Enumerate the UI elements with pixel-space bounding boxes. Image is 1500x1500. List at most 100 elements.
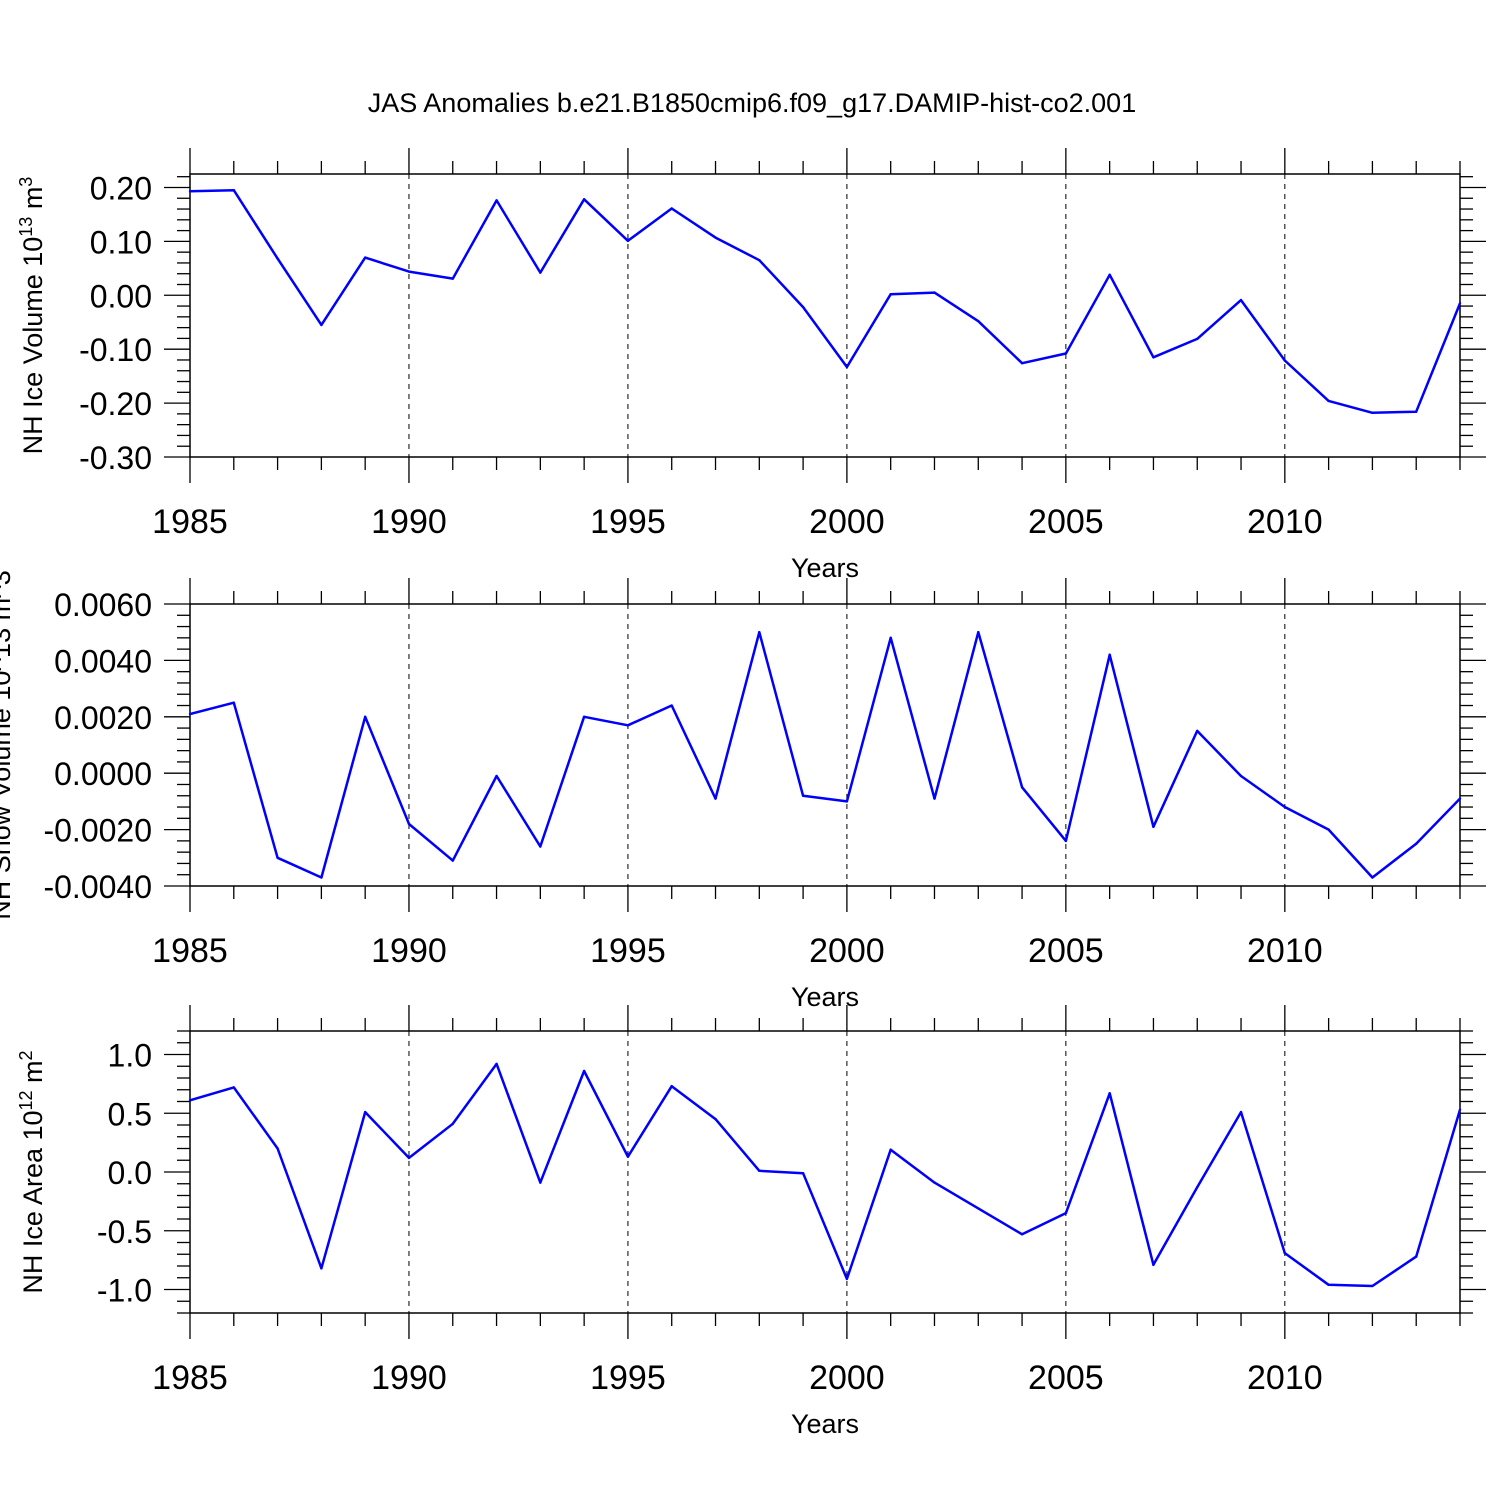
x-axis-label: Years xyxy=(791,982,859,1012)
data-point xyxy=(1371,411,1374,414)
data-point xyxy=(977,1207,980,1210)
y-tick-label: -1.0 xyxy=(97,1273,152,1309)
y-label-unit: m xyxy=(18,1060,48,1090)
data-point xyxy=(539,271,542,274)
data-point xyxy=(1239,1110,1243,1114)
data-point xyxy=(714,236,717,239)
y-label-exp: 2 xyxy=(16,1050,36,1060)
y-tick-label: 0.0000 xyxy=(54,756,152,792)
x-tick-label: 2010 xyxy=(1247,503,1323,541)
data-point xyxy=(1152,825,1155,828)
y-tick-label: 0.00 xyxy=(90,278,152,314)
x-tick-label: 1990 xyxy=(371,932,447,970)
x-tick-label: 2000 xyxy=(809,503,885,541)
data-point xyxy=(539,1181,542,1184)
y-label-base: NH Ice Area 10 xyxy=(18,1110,48,1293)
data-point xyxy=(801,305,805,309)
panel-1: 1985 1990 1995 2000 2005 2010 Years -0.30 -0.20 -… xyxy=(16,148,1486,583)
data-point xyxy=(1239,298,1243,302)
plot-frame xyxy=(189,1030,1461,1314)
x-tick-label: 1995 xyxy=(590,932,666,970)
y-label-exp: 12 xyxy=(16,1090,36,1110)
x-tick-label: 1985 xyxy=(152,503,228,541)
data-point xyxy=(1283,1251,1287,1255)
y-label-unit: m xyxy=(18,187,48,217)
x-tick-label: 1995 xyxy=(590,503,666,541)
data-point xyxy=(1064,1211,1068,1215)
data-point xyxy=(1327,828,1330,831)
data-point xyxy=(1458,302,1462,305)
data-point xyxy=(801,794,805,797)
y-tick-label: 0.10 xyxy=(90,224,152,260)
data-point xyxy=(933,797,936,800)
data-point xyxy=(1108,653,1111,656)
data-point xyxy=(626,724,630,727)
y-tick-label: 0.0020 xyxy=(54,700,152,736)
y-tick-label: -0.10 xyxy=(79,332,152,368)
y-axis-label: NH Ice Area 1012 m2 xyxy=(16,1050,48,1293)
data-point xyxy=(276,257,279,260)
data-point xyxy=(977,319,980,323)
data-point xyxy=(1064,352,1068,355)
data-point xyxy=(1152,1263,1155,1267)
data-point xyxy=(1283,805,1287,809)
data-point xyxy=(320,323,323,327)
y-tick-label: -0.0040 xyxy=(43,869,152,905)
y-tick-label: 0.0060 xyxy=(54,587,152,623)
data-point xyxy=(1020,1233,1024,1236)
data-point xyxy=(758,259,761,262)
data-point xyxy=(407,270,411,273)
data-point xyxy=(451,859,454,862)
data-point xyxy=(582,1069,586,1073)
data-point xyxy=(714,797,717,800)
y-label-exp: 13 xyxy=(16,217,36,237)
data-point xyxy=(495,774,498,778)
data-point xyxy=(1196,337,1199,341)
y-tick-label: 0.20 xyxy=(90,170,152,206)
x-axis-label: Years xyxy=(791,553,859,583)
data-point xyxy=(889,293,892,296)
data-point xyxy=(276,1147,279,1150)
y-label-exp: 3 xyxy=(16,177,36,187)
data-point xyxy=(1196,729,1199,733)
plot-frame xyxy=(189,603,1461,887)
y-tick-label: 0.0040 xyxy=(54,643,152,679)
data-point xyxy=(1415,1255,1418,1258)
x-tick-label: 2005 xyxy=(1028,1359,1104,1397)
data-point xyxy=(407,1156,411,1160)
x-tick-label: 1995 xyxy=(590,1359,666,1397)
x-tick-label: 1990 xyxy=(371,503,447,541)
y-axis-label: NH Snow Volume 10^13 m^3 xyxy=(0,570,16,920)
data-point xyxy=(582,715,586,718)
x-tick-label: 2010 xyxy=(1247,932,1323,970)
data-point xyxy=(933,1181,936,1184)
data-point xyxy=(363,256,367,259)
data-point xyxy=(845,1277,849,1281)
data-point xyxy=(1327,399,1330,403)
data-point xyxy=(670,1085,673,1088)
x-axis-label: Years xyxy=(791,1409,859,1439)
data-point xyxy=(977,631,980,634)
data-point xyxy=(1108,1092,1111,1095)
x-tick-label: 1990 xyxy=(371,1359,447,1397)
data-point xyxy=(1415,842,1418,845)
data-point xyxy=(1458,1108,1462,1111)
data-point xyxy=(889,1148,892,1151)
data-point xyxy=(539,845,542,848)
data-point xyxy=(188,190,192,193)
x-tick-label: 2005 xyxy=(1028,932,1104,970)
x-tick-label: 1985 xyxy=(152,1359,228,1397)
data-point xyxy=(1283,359,1287,362)
data-point xyxy=(1152,356,1155,359)
data-point xyxy=(1064,839,1068,843)
x-tick-label: 2010 xyxy=(1247,1359,1323,1397)
data-point xyxy=(1020,362,1024,365)
data-point xyxy=(232,701,235,704)
data-point xyxy=(1371,876,1374,879)
y-tick-label: -0.0020 xyxy=(43,813,152,849)
series-line xyxy=(190,188,1460,415)
data-point xyxy=(1415,410,1418,413)
data-point xyxy=(320,876,323,879)
x-tick-label: 1985 xyxy=(152,932,228,970)
data-point xyxy=(1020,786,1024,789)
